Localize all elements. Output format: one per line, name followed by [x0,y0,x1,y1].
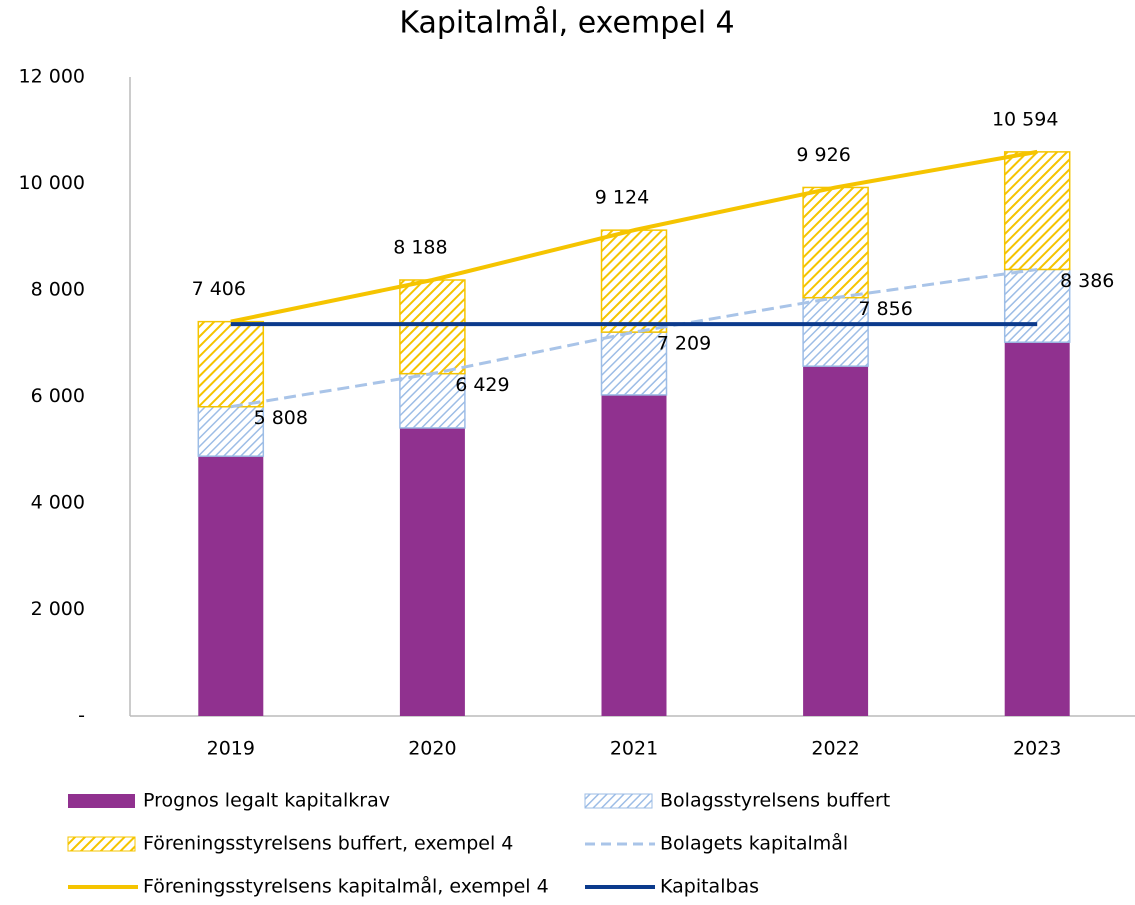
legend-swatch [584,793,653,809]
bar [1003,268,1071,343]
x-tick-label: 2021 [610,738,658,760]
bar [802,296,869,367]
data-label: 7 856 [858,298,912,320]
data-label: 7 209 [657,333,711,355]
bar [1004,342,1070,716]
data-label: 7 406 [192,278,246,300]
y-tick-label: 4 000 [31,492,85,514]
bar [803,366,869,716]
line [230,149,1038,324]
bar [197,320,265,408]
legend-label: Kapitalbas [660,876,759,898]
bar [198,456,264,716]
x-tick-label: 2023 [1013,738,1061,760]
data-label: 8 386 [1060,270,1114,292]
legend-label: Bolagets kapitalmål [660,832,848,855]
bar [197,405,265,457]
bar [802,186,869,299]
legend-swatch [68,794,135,808]
x-tick-label: 2020 [408,738,456,760]
bar [399,279,466,375]
bar [601,394,667,716]
data-label: 5 808 [254,407,308,429]
x-tick-label: 2019 [207,738,255,760]
legend-label: Bolagsstyrelsens buffert [660,790,890,812]
data-label: 9 124 [595,187,649,209]
legend-label: Föreningsstyrelsens kapitalmål, exempel … [143,875,549,898]
data-label: 8 188 [393,236,447,258]
bar [399,427,465,716]
y-tick-label: - [78,705,85,727]
y-tick-label: 10 000 [19,172,85,194]
y-tick-label: 8 000 [31,279,85,301]
y-tick-label: 6 000 [31,385,85,407]
data-label: 10 594 [992,108,1058,130]
legend-label: Prognos legalt kapitalkrav [143,790,390,812]
legend-label: Föreningsstyrelsens buffert, exempel 4 [143,833,513,855]
bar [1003,151,1071,271]
y-tick-label: 12 000 [19,66,85,88]
legend-swatch [67,836,136,852]
bar [600,331,668,396]
chart-title: Kapitalmål, exempel 4 [399,6,734,41]
bar [600,229,668,333]
data-label: 9 926 [796,144,850,166]
line [230,267,1038,409]
y-tick-label: 2 000 [31,598,85,620]
data-label: 6 429 [455,374,509,396]
x-tick-label: 2022 [811,738,859,760]
